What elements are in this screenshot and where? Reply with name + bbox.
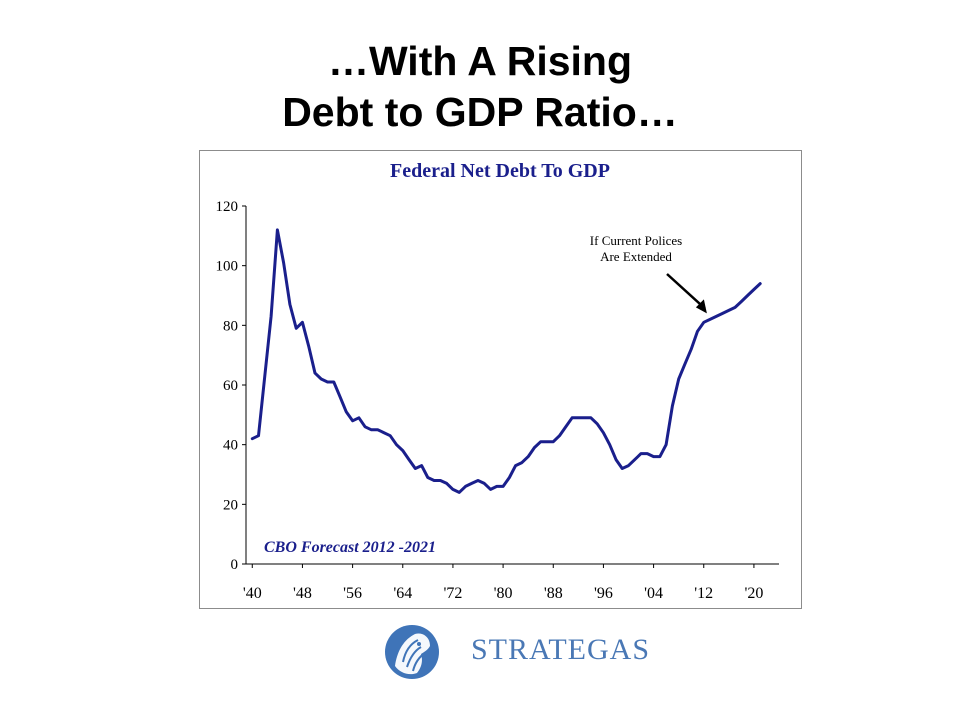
y-tick-label: 60 (223, 378, 238, 394)
slide-title-line-2: Debt to GDP Ratio… (282, 89, 678, 135)
annotation-text-line-2: Are Extended (600, 249, 672, 264)
x-tick-label: '20 (744, 585, 763, 602)
y-tick-label: 120 (216, 199, 239, 215)
x-tick-label: '04 (644, 585, 663, 602)
x-tick-label: '80 (494, 585, 513, 602)
helmet-emblem-icon (385, 625, 439, 679)
annotation-arrowhead-icon (695, 299, 707, 314)
x-tick-label: '56 (343, 585, 362, 602)
x-tick-label: '88 (544, 585, 563, 602)
x-tick-label: '12 (694, 585, 713, 602)
chart-frame: Federal Net Debt To GDP 0 20 40 60 80 100 120 '4… (199, 150, 802, 609)
x-tick-label: '72 (443, 585, 462, 602)
chart-title: Federal Net Debt To GDP (390, 160, 610, 182)
slide-title: …With A Rising Debt to GDP Ratio… (0, 36, 960, 138)
debt-series-line (250, 228, 762, 494)
x-tick-label: '96 (594, 585, 613, 602)
y-tick-label: 100 (216, 259, 239, 275)
slide-title-line-1: …With A Rising (327, 38, 633, 84)
y-tick-label: 20 (223, 497, 238, 513)
annotation-arrow-shaft (666, 273, 706, 310)
forecast-label: CBO Forecast 2012 -2021 (264, 539, 436, 556)
y-tick-label: 80 (223, 318, 238, 334)
x-tick-label: '40 (243, 585, 262, 602)
x-tick-label: '48 (293, 585, 312, 602)
strategas-logo (385, 625, 439, 679)
annotation-text-line-1: If Current Polices (590, 233, 682, 248)
x-tick-label: '64 (393, 585, 412, 602)
debt-to-gdp-chart: Federal Net Debt To GDP 0 20 40 60 80 100 120 '4… (216, 160, 779, 602)
strategas-wordmark: STRATEGAS (471, 633, 651, 666)
y-tick-label: 0 (231, 557, 239, 573)
y-tick-label: 40 (223, 438, 238, 454)
